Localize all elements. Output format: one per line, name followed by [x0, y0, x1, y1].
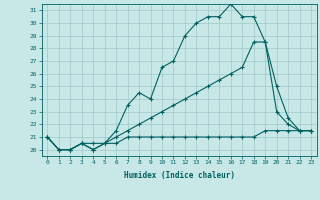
X-axis label: Humidex (Indice chaleur): Humidex (Indice chaleur) — [124, 171, 235, 180]
